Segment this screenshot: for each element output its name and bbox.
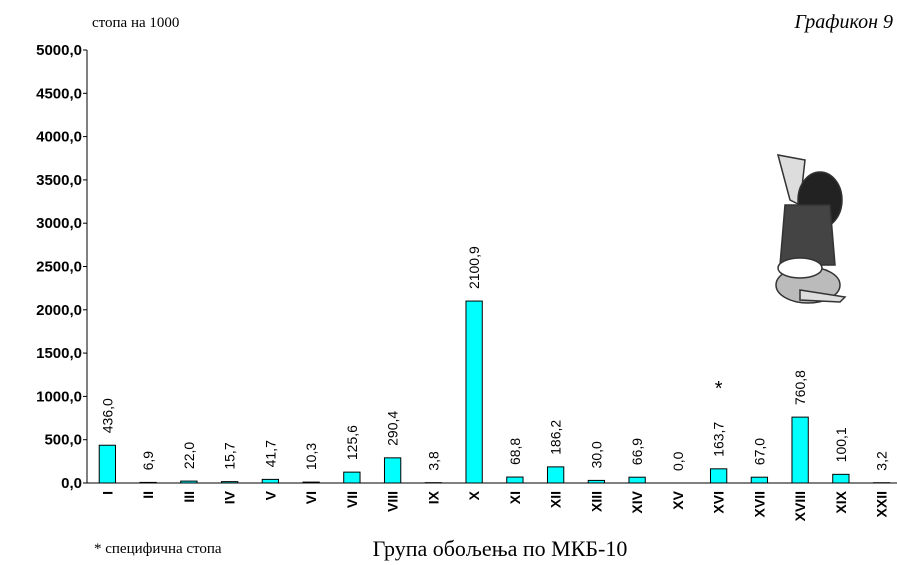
bar xyxy=(506,476,524,484)
value-label: 10,3 xyxy=(303,443,319,470)
value-label: 30,0 xyxy=(588,441,604,468)
x-tick-label: XIV xyxy=(629,490,645,513)
y-tick-label: 1000,0 xyxy=(36,388,82,405)
value-label: 15,7 xyxy=(222,442,238,469)
x-tick-label: IV xyxy=(222,490,238,504)
bar xyxy=(465,300,483,484)
bar xyxy=(261,478,280,484)
x-tick-label: X xyxy=(466,490,482,500)
value-label: 67,0 xyxy=(751,438,767,465)
value-label: 436,0 xyxy=(99,398,115,433)
value-label: 22,0 xyxy=(181,442,197,469)
x-tick-label: XII xyxy=(548,491,564,508)
value-label: 66,9 xyxy=(629,438,645,465)
x-tick-label: IX xyxy=(425,490,441,504)
bar xyxy=(302,481,320,484)
bar xyxy=(628,476,646,484)
bar xyxy=(709,468,728,484)
bar xyxy=(832,473,850,484)
value-label: 125,6 xyxy=(344,425,360,460)
bar xyxy=(791,416,809,484)
bar xyxy=(220,481,239,484)
x-tick-label: VIII xyxy=(385,491,401,512)
bar xyxy=(383,457,402,484)
value-label: 290,4 xyxy=(385,411,401,446)
value-label: 186,2 xyxy=(548,420,564,455)
value-label: 68,8 xyxy=(507,438,523,465)
value-label: 760,8 xyxy=(792,370,808,405)
x-tick-label: XIX xyxy=(833,490,849,513)
x-axis-title: Група обољења по МКБ-10 xyxy=(373,536,628,561)
y-tick-label: 2500,0 xyxy=(36,259,82,276)
x-tick-label: XIII xyxy=(588,491,604,512)
x-tick-label: XVI xyxy=(711,491,727,514)
y-tick-label: 0,0 xyxy=(61,475,82,492)
bar xyxy=(139,481,157,484)
footnote: * специфична стопа xyxy=(94,541,222,557)
value-label: 41,7 xyxy=(262,440,278,467)
y-tick-label: 1500,0 xyxy=(36,345,82,362)
bar xyxy=(546,466,565,484)
x-tick-label: V xyxy=(262,490,278,500)
bar xyxy=(343,471,361,484)
x-tick-label: I xyxy=(99,491,115,495)
bar xyxy=(750,476,769,484)
x-tick-label: XXII xyxy=(874,491,890,517)
bar xyxy=(180,480,198,484)
x-tick-label: III xyxy=(181,491,197,503)
child-illustration xyxy=(775,154,847,304)
y-tick-label: 2000,0 xyxy=(36,302,82,319)
x-tick-label: XVIII xyxy=(792,491,808,521)
value-label: 6,9 xyxy=(140,451,156,471)
x-tick-label: XVII xyxy=(751,491,767,517)
x-tick-label: VII xyxy=(344,491,360,508)
value-label: 3,2 xyxy=(874,451,890,471)
value-label: 2100,9 xyxy=(466,246,482,289)
value-label: 100,1 xyxy=(833,427,849,462)
y-tick-label: 3500,0 xyxy=(36,172,82,189)
y-tick-label: 500,0 xyxy=(44,432,82,449)
chart-title: Графикон 9 xyxy=(793,11,893,33)
y-tick-label: 4000,0 xyxy=(36,129,82,146)
y-tick-label: 3000,0 xyxy=(36,215,82,232)
bar xyxy=(587,479,606,484)
annotation: * xyxy=(715,378,723,400)
value-label: 163,7 xyxy=(711,422,727,457)
bar xyxy=(98,444,117,484)
value-label: 0,0 xyxy=(670,451,686,471)
y-unit-label: стопа на 1000 xyxy=(92,15,179,31)
x-tick-label: XI xyxy=(507,491,523,504)
x-tick-label: VI xyxy=(303,491,319,504)
x-tick-label: II xyxy=(140,491,156,499)
y-tick-label: 4500,0 xyxy=(36,85,82,102)
value-label: 3,8 xyxy=(425,451,441,471)
x-tick-label: XV xyxy=(670,490,686,509)
y-tick-label: 5000,0 xyxy=(36,42,82,59)
